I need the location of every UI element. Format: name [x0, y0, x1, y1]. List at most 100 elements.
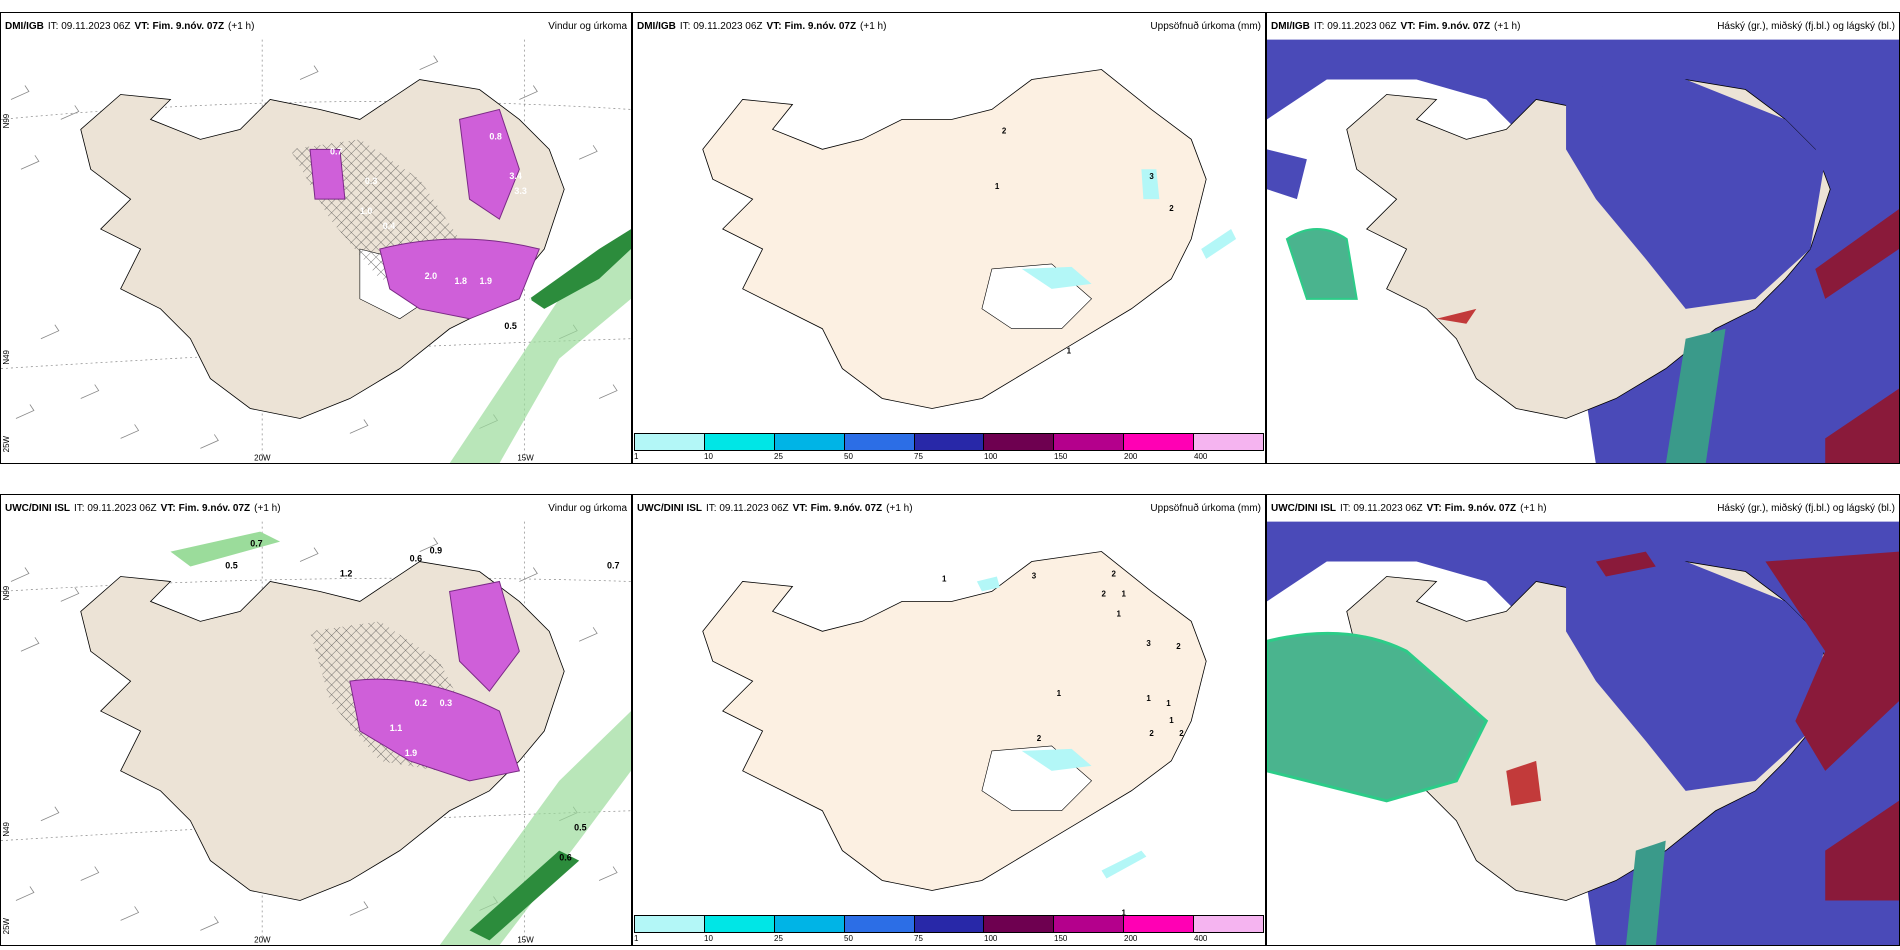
precip-value: 1 [995, 182, 1000, 191]
lon-label: 15W [517, 453, 534, 462]
lat-label: N49 [2, 349, 11, 364]
precip-value: 1.9 [479, 276, 491, 286]
wind-precip-map: 0.7 0.5 0.7 0.5 0.6 1.2 0.6 0.9 0.2 1.1 … [1, 521, 631, 945]
colorbar-swatches [634, 433, 1264, 451]
precip-value: 0.5 [504, 321, 516, 331]
lon-label: 20W [254, 935, 271, 944]
precip-value: 3.3 [514, 186, 526, 196]
valid-time: Fim. 9.nóv. 07Z [1418, 20, 1491, 32]
precip-area [458, 108, 520, 220]
colorbar-label: 150 [1054, 452, 1068, 461]
iceland-land [80, 561, 565, 901]
precip-value: 3.4 [509, 171, 521, 181]
precip-value: 1 [1146, 694, 1151, 703]
model-name: DMI/IGB [5, 20, 44, 32]
valid-time-label: VT: [1400, 20, 1416, 32]
wind-band-core [529, 229, 631, 309]
precip-value: 3 [1032, 571, 1037, 580]
mid-cloud [1665, 328, 1726, 463]
colorbar-swatch [1124, 434, 1195, 450]
low-cloud [1825, 800, 1899, 901]
panel-title: Uppsöfnuð úrkoma (mm) [1150, 502, 1261, 514]
panel-title: Vindur og úrkoma [548, 20, 627, 32]
panel-title: Uppsöfnuð úrkoma (mm) [1150, 20, 1261, 32]
precip-value: 0.3 [365, 176, 377, 186]
forecast-offset: (+1 h) [228, 20, 255, 32]
precip-value: 2 [1002, 126, 1007, 135]
colorbar-label: 50 [844, 452, 853, 461]
lat-label: N49 [2, 821, 11, 836]
precip-value: 0.5 [225, 561, 237, 571]
precip-value: 0.4 [383, 221, 395, 231]
precip-values: 1 3 2 2 1 1 3 2 1 1 1 1 2 2 2 1 [942, 569, 1184, 917]
precip-value: 1.9 [405, 748, 417, 758]
precip-value: 1 [1067, 347, 1072, 356]
wind-band [439, 711, 631, 945]
forecast-offset: (+1 h) [254, 502, 281, 514]
colorbar-label: 10 [704, 452, 713, 461]
colorbar-swatch [704, 434, 775, 450]
panel-header: UWC/DINI ISL IT: 09.11.2023 06Z VT: Fim.… [633, 495, 1265, 521]
colorbar-swatch [984, 916, 1055, 932]
colorbar-swatch [1054, 434, 1125, 450]
precip-value: 0.8 [489, 131, 501, 141]
precip-value: 2 [1111, 569, 1116, 578]
lat-label: 25W [2, 918, 11, 935]
precip-value: 2 [1176, 642, 1181, 651]
init-time: IT: 09.11.2023 06Z [47, 20, 131, 32]
panel-header: DMI/IGB IT: 09.11.2023 06Z VT: Fim. 9.nó… [633, 13, 1265, 39]
precip-area [1101, 850, 1147, 879]
precip-value: 2 [1037, 734, 1042, 743]
colorbar: 1 10 25 50 75 100 150 200 400 [633, 915, 1265, 945]
precip-value: 0.9 [430, 546, 442, 556]
colorbar-label: 50 [844, 934, 853, 943]
lon-label: 15W [517, 935, 534, 944]
low-cloud [1595, 551, 1656, 577]
forecast-offset: (+1 h) [1494, 20, 1521, 32]
panel-header: UWC/DINI ISL IT: 09.11.2023 06Z VT: Fim.… [1267, 495, 1899, 521]
init-time: IT: 09.11.2023 06Z [706, 502, 789, 514]
colorbar-label: 200 [1124, 452, 1138, 461]
colorbar-label: 1 [634, 934, 639, 943]
init-time: IT: 09.11.2023 06Z [1340, 502, 1423, 514]
low-cloud [1765, 551, 1899, 771]
wind-band [170, 531, 281, 567]
precip-area [1021, 748, 1092, 771]
precip-value: 2 [1179, 729, 1184, 738]
colorbar-swatch [635, 434, 705, 450]
precip-value: 0.2 [415, 698, 427, 708]
precip-value: 1 [1121, 908, 1126, 917]
panel-top-accumulated: DMI/IGB IT: 09.11.2023 06Z VT: Fim. 9.nó… [632, 12, 1266, 464]
precip-area [1141, 169, 1160, 200]
panel-bottom-accumulated: UWC/DINI ISL IT: 09.11.2023 06Z VT: Fim.… [632, 494, 1266, 946]
model-name: UWC/DINI ISL [5, 502, 70, 514]
precip-area [1021, 266, 1092, 289]
colorbar-swatch [1194, 916, 1264, 932]
valid-time: Fim. 9.nóv. 07Z [784, 20, 857, 32]
lat-label: N99 [2, 113, 11, 128]
model-name: UWC/DINI ISL [1271, 502, 1336, 514]
panel-bottom-wind: UWC/DINI ISL IT: 09.11.2023 06Z VT: Fim.… [0, 494, 632, 946]
colorbar-label: 75 [914, 452, 923, 461]
precip-value: 1 [1116, 609, 1121, 618]
low-cloud [1825, 388, 1899, 463]
precip-area [379, 238, 540, 320]
colorbar-swatch [914, 434, 985, 450]
valid-time: Fim. 9.nóv. 07Z [152, 20, 225, 32]
colorbar-swatch [1194, 434, 1264, 450]
init-time: IT: 09.11.2023 06Z [1313, 20, 1397, 32]
mid-cloud [1285, 228, 1358, 300]
colorbar-swatch [844, 434, 915, 450]
precip-value: 0.7 [250, 539, 262, 549]
high-cloud [1267, 149, 1307, 200]
wind-band [449, 239, 631, 463]
precip-area [309, 148, 346, 200]
precip-area [449, 580, 520, 692]
model-name: DMI/IGB [637, 20, 676, 32]
valid-time-label: VT: [766, 20, 782, 32]
valid-time-label: VT: [134, 20, 150, 32]
cloud-cover-map [1267, 521, 1899, 945]
valid-time: Fim. 9.nóv. 07Z [178, 502, 251, 514]
precip-area [976, 576, 1000, 592]
precip-values: 2 1 3 2 1 [995, 126, 1174, 355]
